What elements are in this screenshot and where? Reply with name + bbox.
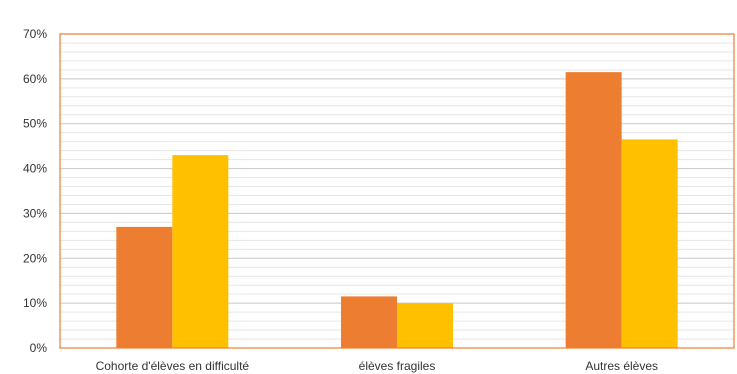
y-tick-label: 60% (23, 72, 47, 86)
y-tick-label: 40% (23, 162, 47, 176)
y-tick-label: 10% (23, 296, 47, 310)
y-tick-label: 50% (23, 117, 47, 131)
bar-series1-cat1 (116, 226, 173, 348)
bar-series2-cat1 (172, 155, 229, 348)
y-tick-label: 70% (23, 27, 47, 41)
y-axis-tick-labels: 0% 10% 20% 30% 40% 50% 60% 70% (23, 27, 47, 355)
y-tick-label: 0% (30, 341, 48, 355)
bar-series1-cat2 (341, 296, 397, 348)
x-category-label: Autres élèves (585, 359, 658, 373)
bars (116, 72, 678, 348)
y-tick-label: 30% (23, 206, 47, 220)
x-axis-category-labels: Cohorte d'élèves en difficulté élèves fra… (96, 359, 658, 373)
bar-series2-cat3 (621, 139, 678, 348)
plot-area-border (59, 33, 735, 349)
x-category-label: Cohorte d'élèves en difficulté (96, 359, 250, 373)
bar-series1-cat3 (565, 72, 622, 348)
y-tick-label: 20% (23, 251, 47, 265)
x-category-label: élèves fragiles (359, 359, 436, 373)
bar-series2-cat2 (397, 303, 453, 348)
